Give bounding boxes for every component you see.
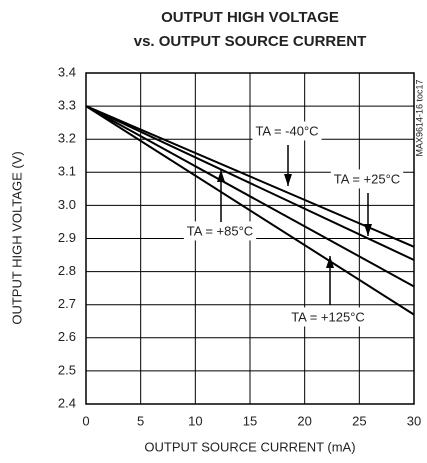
arrow-head: [326, 256, 334, 268]
y-tick-label: 2.9: [58, 230, 76, 245]
figure-code: MAX9614-16 toc17: [414, 79, 424, 156]
x-axis-label: OUTPUT SOURCE CURRENT (mA): [144, 439, 355, 454]
label-background: [252, 121, 322, 141]
plot-frame: [85, 72, 415, 405]
y-tick-label: 3.3: [58, 98, 76, 113]
x-tick-label: 20: [297, 413, 311, 428]
series-line: [85, 105, 415, 261]
y-tick-label: 3.0: [58, 197, 76, 212]
chart-title: vs. OUTPUT SOURCE CURRENT: [134, 33, 367, 50]
y-tick-label: 2.6: [58, 329, 76, 344]
y-tick-label: 3.4: [58, 64, 76, 79]
y-tick-label: 2.5: [58, 362, 76, 377]
label-background: [183, 221, 257, 241]
arrow-head: [364, 224, 372, 236]
x-tick-label: 15: [243, 413, 257, 428]
y-tick-label: 2.7: [58, 296, 76, 311]
x-tick-label: 25: [352, 413, 366, 428]
chart-title: OUTPUT HIGH VOLTAGE: [161, 9, 339, 26]
series-label: TA = +25°C: [334, 171, 400, 186]
x-tick-label: 30: [407, 413, 421, 428]
y-tick-label: 2.8: [58, 263, 76, 278]
label-background: [330, 169, 404, 189]
series-label: TA = -40°C: [255, 123, 318, 138]
series-line: [85, 105, 415, 248]
arrow-head: [217, 170, 225, 182]
series-line: [85, 105, 415, 316]
y-axis-label: OUTPUT HIGH VOLTAGE (V): [9, 151, 24, 324]
series-label: TA = +125°C: [291, 309, 365, 324]
series-label: TA = +85°C: [187, 223, 253, 238]
label-background: [288, 307, 368, 327]
arrow-head: [284, 174, 292, 186]
x-tick-label: 5: [137, 413, 144, 428]
y-tick-label: 3.1: [58, 164, 76, 179]
x-tick-label: 0: [82, 413, 89, 428]
x-tick-label: 10: [188, 413, 202, 428]
y-tick-label: 3.2: [58, 131, 76, 146]
series-line: [85, 105, 415, 288]
y-tick-label: 2.4: [58, 395, 76, 410]
